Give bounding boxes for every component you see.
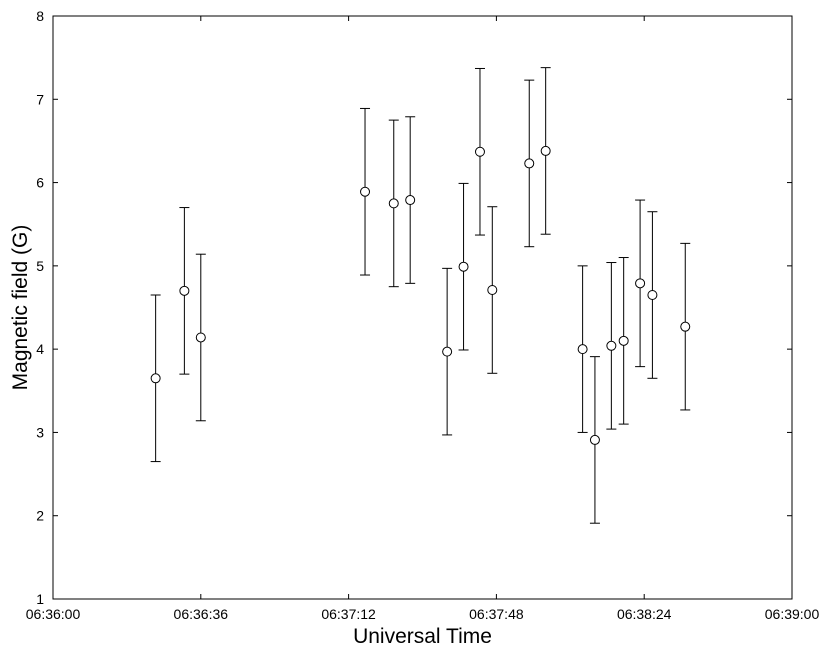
- data-point: [179, 207, 190, 375]
- data-point: [195, 253, 206, 422]
- x-tick-label: 06:36:00: [26, 606, 81, 622]
- data-point: [405, 116, 416, 284]
- data-point: [589, 356, 600, 524]
- point-marker: [458, 261, 469, 272]
- y-tick-label: 3: [36, 424, 44, 440]
- data-point: [487, 206, 498, 374]
- data-point: [680, 242, 691, 411]
- data-point: [458, 182, 469, 351]
- x-tick-label: 06:37:48: [469, 606, 524, 622]
- data-points: [150, 67, 691, 524]
- x-tick-label: 06:37:12: [321, 606, 376, 622]
- data-point: [577, 265, 588, 433]
- point-marker: [487, 285, 498, 296]
- point-marker: [195, 332, 206, 343]
- y-tick-label: 4: [36, 341, 44, 357]
- data-point: [388, 119, 399, 288]
- data-point: [524, 79, 535, 248]
- data-point: [647, 211, 658, 379]
- y-tick-label: 8: [36, 8, 44, 24]
- axis-ticks: 06:36:00 06:36:36 06:37:12 06:37:48 06:38:24…: [26, 8, 820, 622]
- point-marker: [524, 158, 535, 169]
- y-tick-label: 5: [36, 258, 44, 274]
- y-tick-label: 2: [36, 508, 44, 524]
- x-axis-title: Universal Time: [353, 625, 492, 648]
- point-marker: [179, 285, 190, 296]
- data-point: [474, 67, 485, 236]
- data-point: [360, 107, 371, 276]
- point-marker: [388, 198, 399, 209]
- data-point: [540, 67, 551, 235]
- data-point: [442, 267, 453, 436]
- point-marker: [577, 344, 588, 355]
- point-marker: [474, 146, 485, 157]
- point-marker: [150, 373, 161, 384]
- data-point: [606, 262, 617, 430]
- point-marker: [647, 290, 658, 301]
- plot-frame: [52, 15, 793, 600]
- x-tick-label: 06:38:24: [617, 606, 672, 622]
- y-axis-title: Magnetic field (G): [9, 225, 32, 391]
- point-marker: [405, 195, 416, 206]
- y-tick-label: 1: [36, 591, 44, 607]
- point-marker: [618, 335, 629, 346]
- data-point: [150, 294, 161, 463]
- y-tick-label: 6: [36, 175, 44, 191]
- point-marker: [635, 278, 646, 289]
- point-marker: [589, 434, 600, 445]
- point-marker: [540, 145, 551, 156]
- y-tick-label: 7: [36, 91, 44, 107]
- point-marker: [680, 321, 691, 332]
- x-tick-label: 06:39:00: [765, 606, 820, 622]
- point-marker: [606, 340, 617, 351]
- data-point: [635, 199, 646, 368]
- x-tick-label: 06:36:36: [174, 606, 229, 622]
- point-marker: [442, 346, 453, 357]
- data-point: [618, 257, 629, 425]
- point-marker: [360, 186, 371, 197]
